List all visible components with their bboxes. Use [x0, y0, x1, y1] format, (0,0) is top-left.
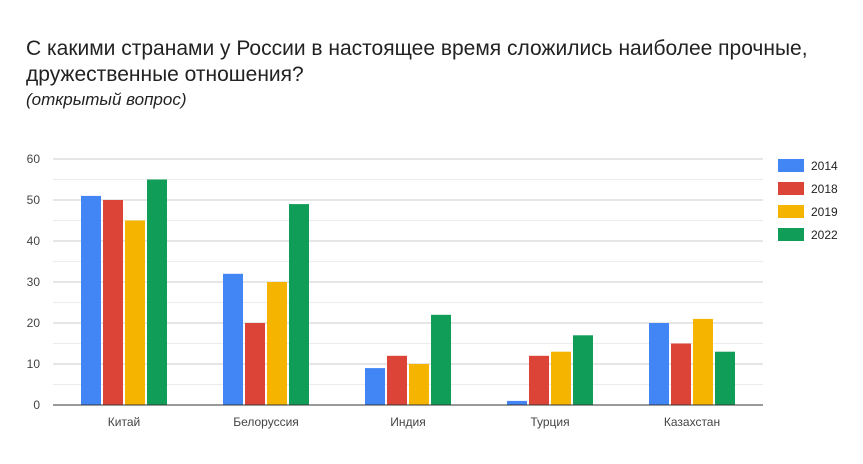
bar[interactable]: [103, 200, 123, 405]
bar[interactable]: [267, 282, 287, 405]
x-tick-label: Турция: [530, 415, 569, 429]
y-tick-label: 10: [27, 357, 41, 371]
x-tick-label: Китай: [108, 415, 140, 429]
bar[interactable]: [81, 195, 101, 405]
legend-swatch: [778, 159, 804, 172]
bar[interactable]: [245, 323, 265, 405]
x-tick-label: Казахстан: [664, 415, 720, 429]
bar[interactable]: [147, 179, 167, 406]
legend-swatch: [778, 182, 804, 195]
bar[interactable]: [715, 351, 735, 405]
y-tick-label: 60: [27, 152, 41, 166]
bar[interactable]: [507, 400, 527, 405]
y-tick-label: 40: [27, 234, 41, 248]
y-tick-label: 30: [27, 275, 41, 289]
bar[interactable]: [529, 355, 549, 405]
y-tick-label: 20: [27, 316, 41, 330]
legend-label: 2018: [811, 182, 838, 196]
y-tick-label: 50: [27, 193, 41, 207]
bar[interactable]: [289, 204, 309, 405]
x-tick-label: Индия: [390, 415, 425, 429]
bar[interactable]: [649, 323, 669, 405]
bar[interactable]: [693, 318, 713, 405]
bar[interactable]: [431, 314, 451, 405]
bar[interactable]: [671, 343, 691, 406]
bar[interactable]: [223, 273, 243, 405]
bar[interactable]: [409, 364, 429, 405]
gridlines: [53, 158, 763, 385]
bar[interactable]: [125, 220, 145, 406]
bar[interactable]: [365, 368, 385, 405]
bar[interactable]: [387, 355, 407, 405]
x-tick-label: Белоруссия: [233, 415, 299, 429]
legend-label: 2019: [811, 205, 838, 219]
bars: [81, 179, 735, 406]
legend-label: 2014: [811, 159, 838, 173]
legend-swatch: [778, 228, 804, 241]
y-tick-label: 0: [33, 398, 40, 412]
legend-swatch: [778, 205, 804, 218]
legend[interactable]: 2014 2018 2019 2022: [778, 159, 838, 242]
bar[interactable]: [551, 351, 571, 405]
bar[interactable]: [573, 335, 593, 405]
chart-title: С какими странами у России в настоящее в…: [26, 37, 808, 86]
chart-subtitle: (открытый вопрос): [26, 90, 187, 109]
y-axis-ticks: 0 10 20 30 40 50 60: [27, 152, 41, 412]
x-axis-ticks: Китай Белоруссия Индия Турция Казахстан: [108, 415, 720, 429]
legend-label: 2022: [811, 228, 838, 242]
